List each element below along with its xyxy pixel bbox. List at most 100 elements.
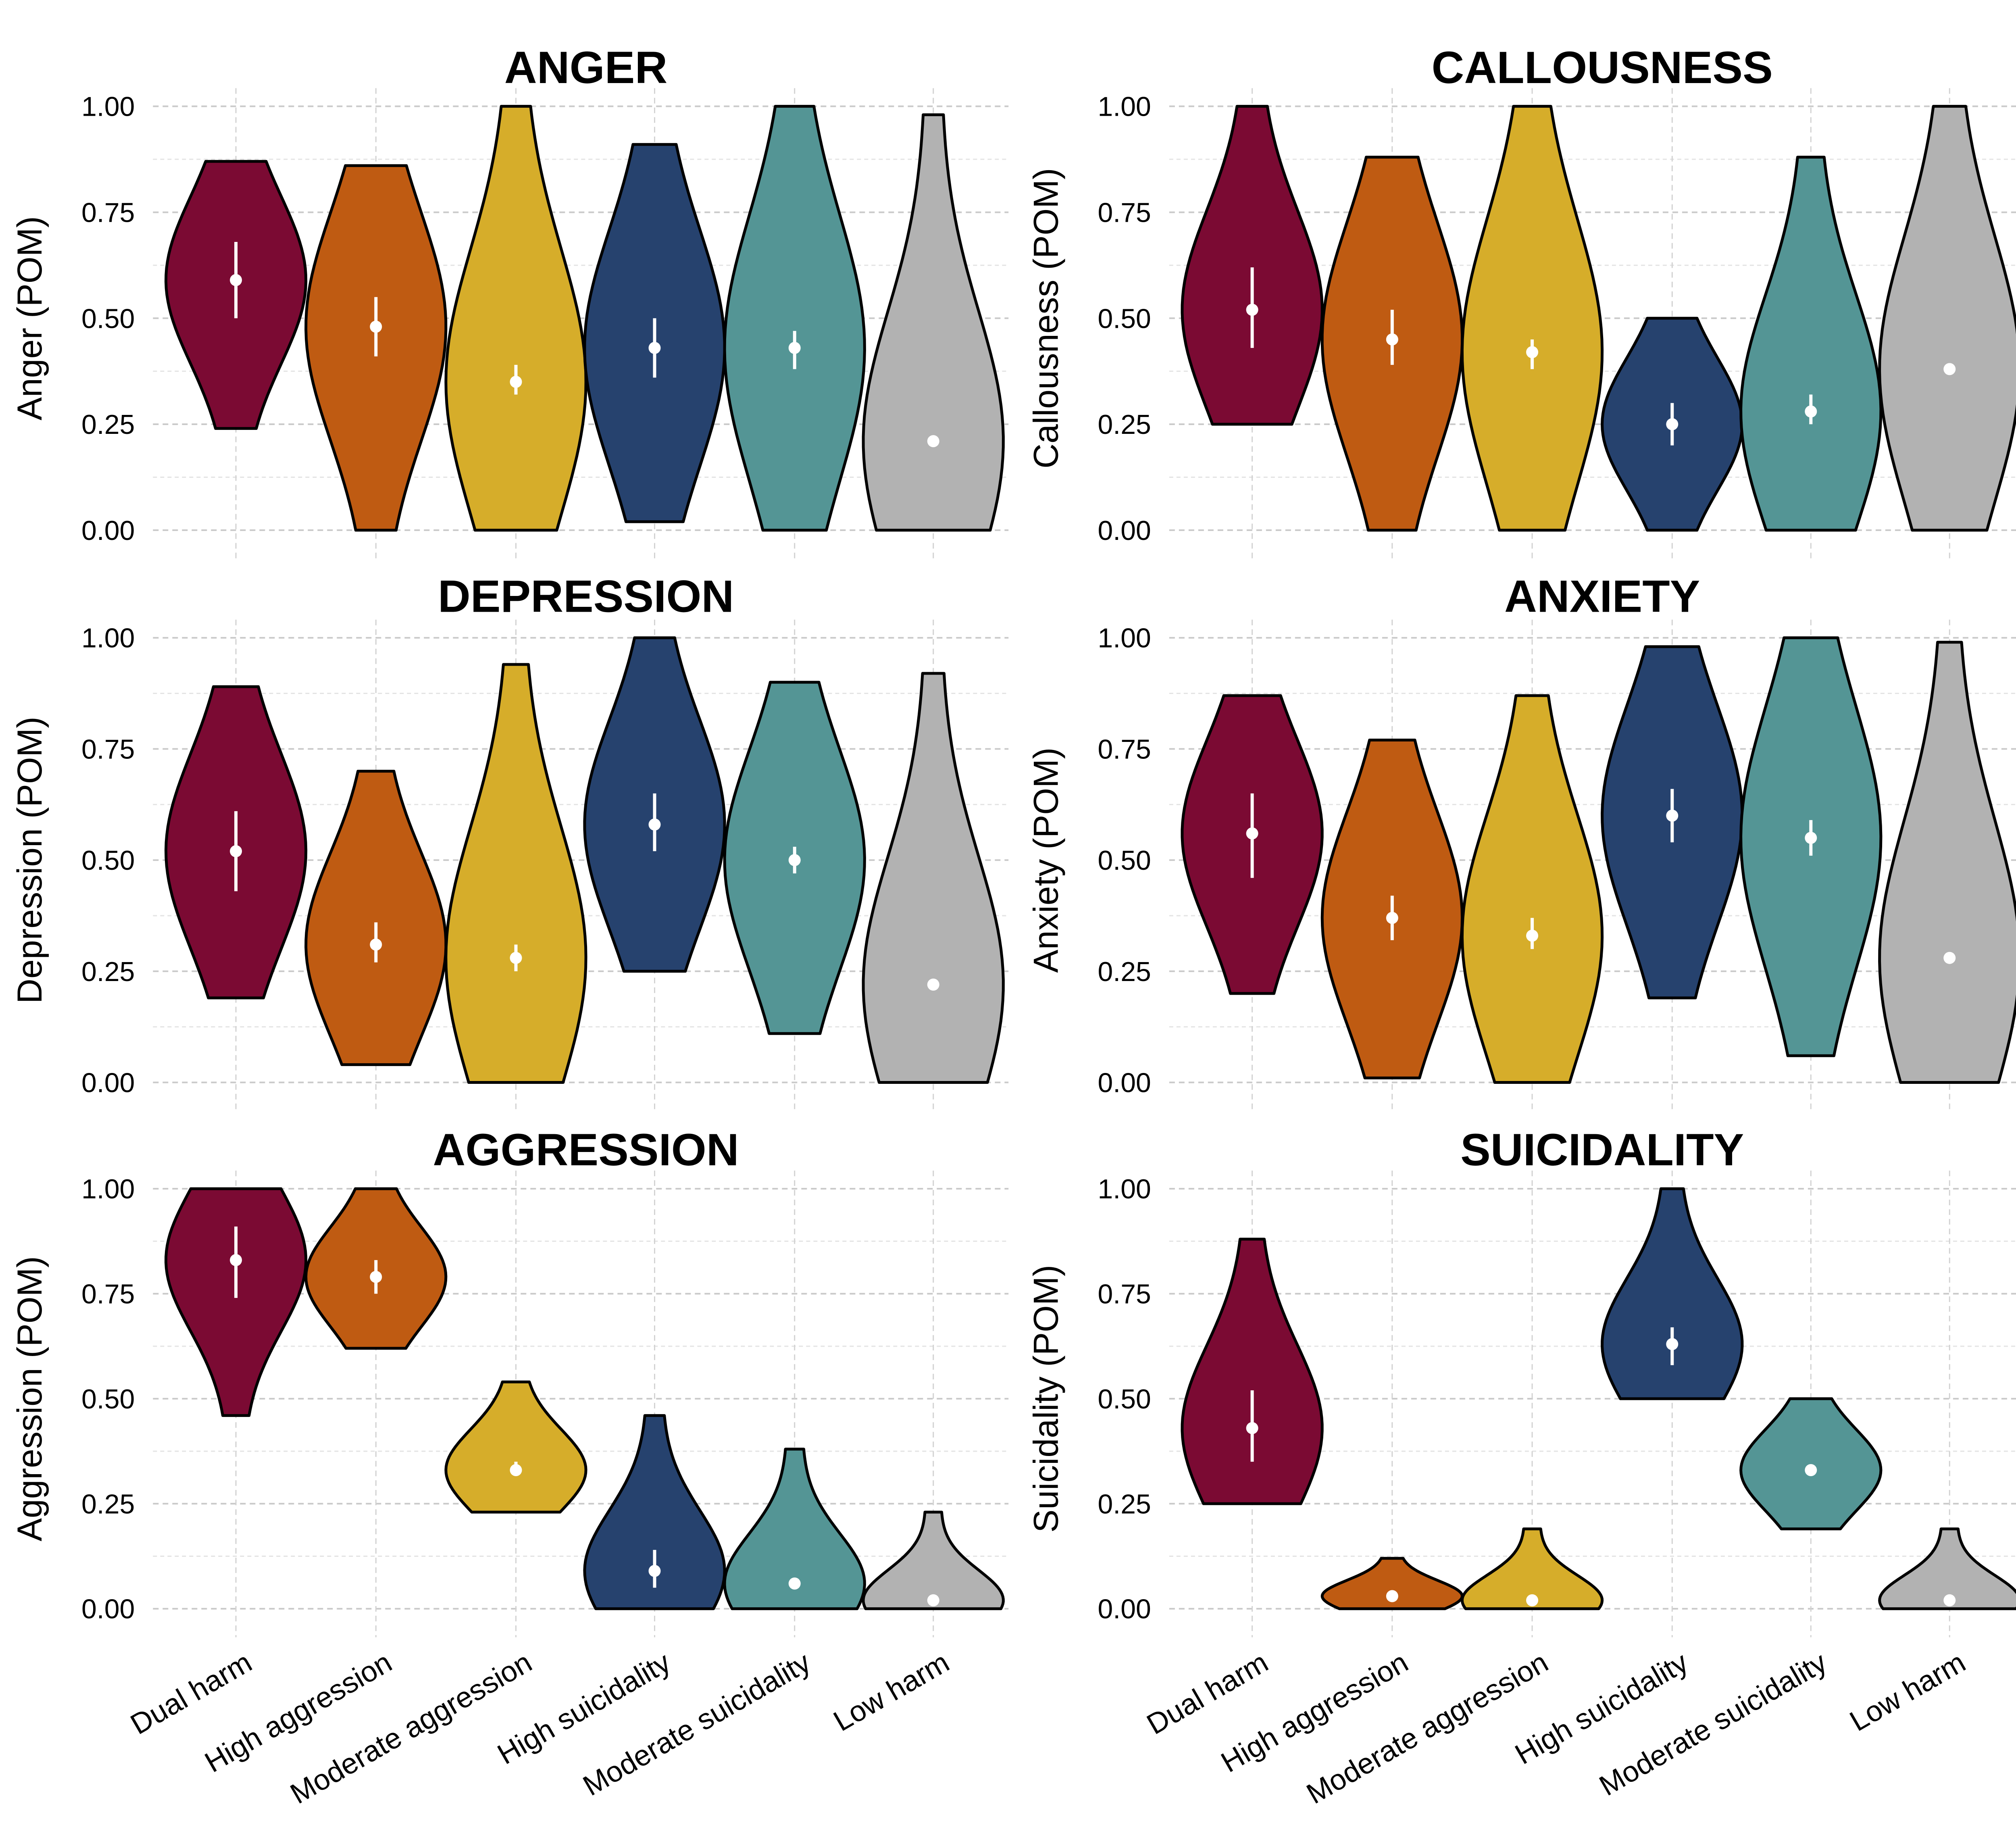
violin-low-harm xyxy=(1878,1527,2016,1610)
violin-low-harm xyxy=(862,1510,1005,1610)
panel-title: ANGER xyxy=(504,42,667,93)
violin-high-aggression xyxy=(1320,1557,1464,1610)
x-tick-label: Dual harm xyxy=(1141,1646,1274,1741)
panel-title: AGGRESSION xyxy=(433,1125,739,1175)
y-tick-label: 1.00 xyxy=(1098,623,1151,654)
violin-moderate-aggression xyxy=(1460,1527,1604,1610)
y-tick-label: 0.00 xyxy=(1098,1594,1151,1625)
x-tick-label: Moderate aggression xyxy=(285,1646,537,1810)
y-tick-label: 0.50 xyxy=(81,845,135,876)
mean-point-high-suicidality xyxy=(1666,1338,1679,1350)
y-tick-label: 0.50 xyxy=(1098,1384,1151,1414)
mean-point-moderate-aggression xyxy=(510,952,522,964)
panel-title: DEPRESSION xyxy=(438,571,734,621)
y-tick-label: 0.00 xyxy=(81,1594,135,1625)
mean-point-high-suicidality xyxy=(648,342,661,354)
y-tick-label: 0.00 xyxy=(81,1067,135,1098)
violin-moderate-suicidality xyxy=(1739,1397,1883,1531)
panel-anger: 0.00 0.25 0.50 0.75 1.00 ANGER Anger (POM) xyxy=(10,42,1009,559)
panel-anxiety: 0.00 0.25 0.50 0.75 1.00 ANXIETY Anxiety (POM) xyxy=(1027,571,2016,1111)
mean-point-high-aggression xyxy=(370,321,382,333)
y-axis-label: Suicidality (POM) xyxy=(1027,1265,1065,1533)
panel-title: ANXIETY xyxy=(1504,571,1700,621)
x-tick-label: Moderate suicidality xyxy=(578,1646,816,1802)
mean-point-dual-harm xyxy=(230,274,242,286)
y-tick-label: 0.00 xyxy=(1098,515,1151,546)
y-tick-label: 0.75 xyxy=(1098,734,1151,764)
y-tick-label: 0.25 xyxy=(81,1489,135,1519)
violin-moderate-aggression xyxy=(444,1380,587,1514)
y-tick-label: 0.25 xyxy=(81,409,135,440)
mean-point-moderate-aggression xyxy=(510,1464,522,1476)
x-tick-label: Moderate suicidality xyxy=(1594,1646,1832,1802)
y-tick-label: 1.00 xyxy=(1098,1174,1151,1204)
y-tick-label: 0.00 xyxy=(81,515,135,546)
violin-moderate-aggression xyxy=(1460,105,1604,532)
x-tick-label: Low harm xyxy=(828,1646,955,1737)
y-tick-label: 0.50 xyxy=(81,303,135,334)
x-tick-label: Moderate aggression xyxy=(1301,1646,1554,1810)
mean-point-dual-harm xyxy=(230,1254,242,1266)
violin-high-aggression xyxy=(304,770,448,1066)
violin-moderate-suicidality xyxy=(723,1448,866,1610)
panel-title: CALLOUSNESS xyxy=(1431,42,1772,93)
violin-dual-harm xyxy=(1181,105,1324,426)
mean-point-low-harm xyxy=(927,978,939,991)
y-tick-label: 1.00 xyxy=(81,92,135,122)
panel-title: SUICIDALITY xyxy=(1460,1125,1744,1175)
y-tick-label: 0.75 xyxy=(81,734,135,764)
y-axis-label: Depression (POM) xyxy=(10,717,49,1004)
mean-point-low-harm xyxy=(1943,1594,1956,1606)
y-axis-label: Anger (POM) xyxy=(10,216,49,421)
y-tick-label: 0.75 xyxy=(81,197,135,228)
mean-point-dual-harm xyxy=(230,845,242,858)
violin-dual-harm xyxy=(165,1187,308,1417)
mean-point-low-harm xyxy=(1943,363,1956,375)
violin-moderate-suicidality xyxy=(1739,156,1883,532)
violin-high-suicidality xyxy=(1601,1187,1744,1400)
violin-moderate-aggression xyxy=(1460,694,1604,1084)
mean-point-moderate-suicidality xyxy=(1805,831,1817,844)
mean-point-moderate-suicidality xyxy=(1805,405,1817,418)
mean-point-high-suicidality xyxy=(1666,809,1679,822)
violin-moderate-aggression xyxy=(444,105,587,532)
y-tick-label: 0.25 xyxy=(1098,1489,1151,1519)
y-tick-label: 0.25 xyxy=(1098,956,1151,987)
panel-depression: 0.00 0.25 0.50 0.75 1.00 DEPRESSION Depression… xyxy=(10,571,1009,1111)
violin-low-harm xyxy=(1878,641,2016,1084)
y-tick-label: 0.00 xyxy=(1098,1067,1151,1098)
mean-point-high-suicidality xyxy=(648,818,661,831)
y-axis-label: Callousness (POM) xyxy=(1027,168,1065,469)
mean-point-dual-harm xyxy=(1246,1422,1258,1434)
y-tick-label: 0.75 xyxy=(1098,1279,1151,1309)
y-axis-label: Anxiety (POM) xyxy=(1027,748,1065,973)
y-tick-label: 0.25 xyxy=(81,956,135,987)
y-tick-label: 0.25 xyxy=(1098,409,1151,440)
y-tick-label: 0.75 xyxy=(81,1279,135,1309)
y-tick-label: 1.00 xyxy=(1098,92,1151,122)
y-tick-label: 0.50 xyxy=(1098,303,1151,334)
y-tick-label: 0.50 xyxy=(81,1384,135,1414)
panel-aggression: 0.00 0.25 0.50 0.75 1.00 AGGRESSION Aggression… xyxy=(10,1125,1009,1810)
panel-suicidality: 0.00 0.25 0.50 0.75 1.00 SUICIDALITY Suicidali… xyxy=(1027,1125,2016,1810)
mean-point-dual-harm xyxy=(1246,304,1258,316)
x-tick-label: Low harm xyxy=(1844,1646,1971,1737)
violin-low-harm xyxy=(1878,105,2016,532)
mean-point-moderate-suicidality xyxy=(788,1577,801,1590)
mean-point-moderate-suicidality xyxy=(1805,1464,1817,1476)
violin-moderate-suicidality xyxy=(723,105,866,532)
mean-point-high-aggression xyxy=(1386,333,1398,346)
y-tick-label: 0.50 xyxy=(1098,845,1151,876)
mean-point-moderate-suicidality xyxy=(788,854,801,867)
mean-point-high-aggression xyxy=(1386,912,1398,924)
mean-point-moderate-suicidality xyxy=(788,342,801,354)
mean-point-high-aggression xyxy=(1386,1590,1398,1602)
mean-point-moderate-aggression xyxy=(1526,929,1539,942)
mean-point-moderate-aggression xyxy=(1526,1594,1539,1606)
violin-moderate-aggression xyxy=(444,663,587,1084)
mean-point-high-suicidality xyxy=(648,1564,661,1577)
panel-callousness: 0.00 0.25 0.50 0.75 1.00 CALLOUSNESS Callousne… xyxy=(1027,42,2016,559)
violin-dual-harm xyxy=(1181,1237,1324,1505)
y-tick-label: 0.75 xyxy=(1098,197,1151,228)
